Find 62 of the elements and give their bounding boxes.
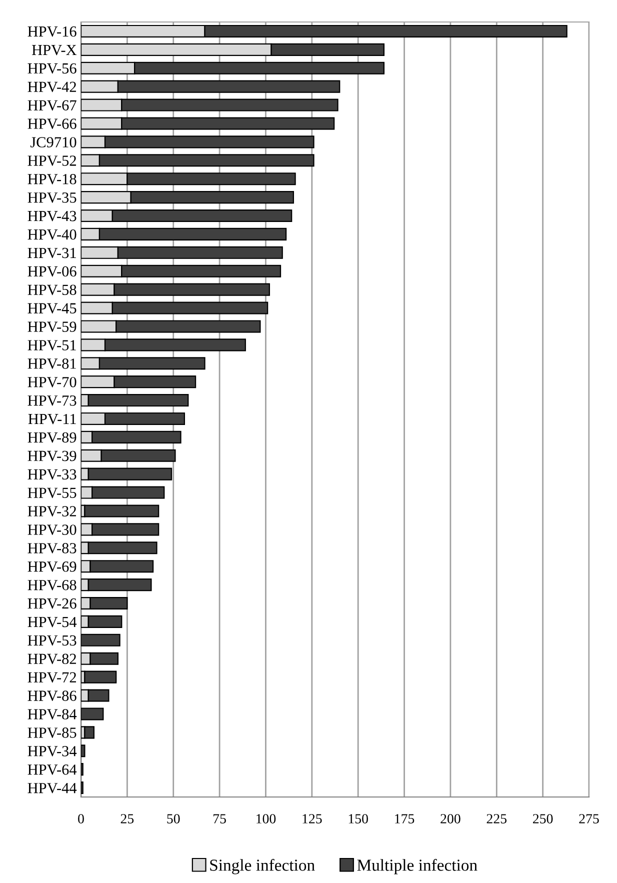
- y-tick-label: HPV-84: [28, 709, 77, 720]
- y-tick-label: HPV-56: [28, 63, 76, 74]
- y-tick-label: HPV-32: [28, 506, 76, 517]
- y-tick-label: HPV-35: [28, 192, 76, 203]
- y-tick-label: HPV-67: [28, 100, 76, 111]
- y-tick-label: HPV-72: [28, 672, 76, 683]
- y-tick-label: HPV-70: [28, 376, 76, 388]
- y-tick-label: HPV-39: [28, 450, 76, 462]
- x-tick-label: 100: [256, 814, 276, 824]
- x-tick-label: 50: [167, 814, 180, 824]
- y-tick-label: HPV-86: [28, 690, 76, 702]
- y-tick-label: HPV-X: [32, 44, 77, 56]
- x-tick-label: 125: [302, 814, 322, 824]
- y-tick-label: HPV-85: [28, 728, 76, 738]
- y-tick-label: HPV-45: [28, 303, 76, 314]
- y-tick-label: HPV-54: [28, 616, 77, 628]
- x-tick-label: 200: [440, 814, 460, 824]
- x-tick-label: 150: [348, 814, 368, 824]
- x-tick-label: 225: [486, 814, 507, 824]
- y-tick-label: HPV-82: [28, 654, 76, 664]
- x-tick-label: 75: [214, 814, 226, 824]
- y-tick-label: HPV-11: [28, 414, 76, 424]
- x-tick-label: 275: [579, 814, 599, 824]
- y-tick-label: HPV-53: [28, 635, 76, 646]
- y-tick-label: HPV-34: [28, 746, 77, 756]
- bar: [81, 744, 86, 758]
- y-tick-label: HPV-40: [28, 229, 76, 240]
- y-tick-label: HPV-44: [28, 783, 77, 794]
- y-tick-label: HPV-55: [28, 488, 76, 498]
- y-tick-label: HPV-18: [28, 174, 76, 184]
- x-tick-label: 250: [533, 814, 553, 824]
- bar: [84, 504, 160, 518]
- bar: [84, 726, 94, 739]
- bar: [81, 634, 120, 646]
- y-tick-label: HPV-73: [28, 395, 76, 406]
- bar: [81, 708, 104, 720]
- y-tick-label: HPV-16: [28, 26, 76, 37]
- y-tick-label: HPV-81: [28, 358, 76, 369]
- y-tick-label: HPV-83: [28, 543, 76, 554]
- y-tick-label: HPV-66: [28, 118, 76, 130]
- y-tick-label: HPV-59: [28, 322, 76, 332]
- y-tick-label: HPV-89: [28, 432, 76, 443]
- y-tick-label: HPV-42: [28, 82, 76, 92]
- y-tick-label: HPV-30: [28, 524, 76, 535]
- legend-label: Single infection: [210, 858, 315, 874]
- y-tick-label: HPV-43: [28, 210, 76, 222]
- y-tick-label: HPV-31: [28, 248, 76, 258]
- y-tick-label: HPV-51: [28, 340, 76, 350]
- x-tick-label: 175: [395, 814, 414, 824]
- y-tick-label: HPV-69: [28, 562, 76, 572]
- y-tick-label: JC9710: [30, 137, 76, 148]
- legend-label: Multiple infection: [357, 858, 478, 874]
- x-tick-label: 0: [78, 814, 84, 824]
- x-tick-label: 25: [120, 814, 134, 824]
- bar: [84, 670, 117, 684]
- y-tick-label: HPV-26: [28, 598, 76, 609]
- y-tick-label: HPV-33: [28, 469, 76, 480]
- y-tick-label: HPV-06: [28, 266, 76, 277]
- y-tick-label: HPV-58: [28, 284, 76, 296]
- y-tick-label: HPV-52: [28, 156, 76, 166]
- y-tick-label: HPV-64: [28, 764, 77, 775]
- y-tick-label: HPV-68: [28, 580, 76, 590]
